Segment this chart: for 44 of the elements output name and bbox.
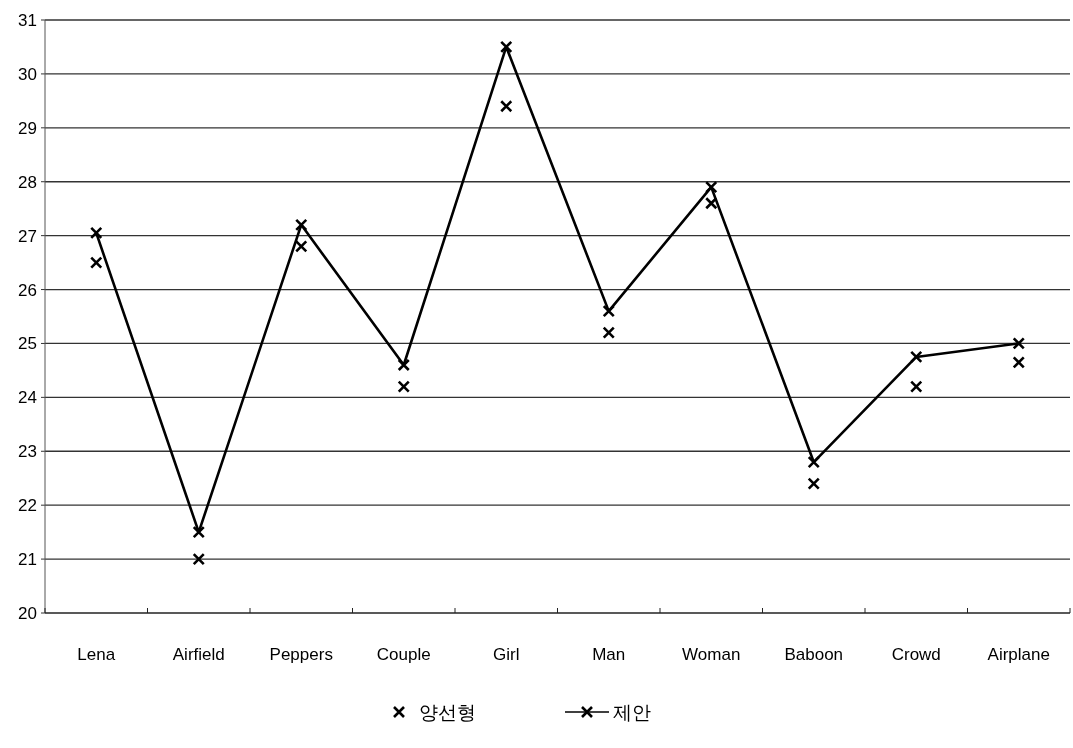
y-tick-label: 25 <box>18 334 37 354</box>
point <box>1012 337 1026 350</box>
legend-label: 제안 <box>613 702 651 723</box>
point <box>397 380 411 393</box>
x-tick-label: Man <box>592 645 626 664</box>
point <box>807 477 821 490</box>
point <box>909 380 923 393</box>
y-tick-label: 31 <box>18 11 37 30</box>
y-tick-label: 21 <box>18 550 37 570</box>
x-tick-label: Airfield <box>172 645 225 664</box>
point <box>602 326 616 339</box>
point <box>89 256 103 269</box>
y-tick-label: 20 <box>18 604 37 623</box>
x-tick-label: Couple <box>376 645 431 664</box>
x-tick-label: Girl <box>493 645 520 664</box>
y-tick-label: 22 <box>18 496 37 516</box>
legend-label: 양선형 <box>419 702 476 723</box>
x-tick-label: Peppers <box>269 645 333 664</box>
point <box>807 455 821 469</box>
x-tick-label: Woman <box>682 645 741 664</box>
point <box>704 196 718 210</box>
point <box>294 240 308 253</box>
x-tick-label: Airplane <box>987 645 1050 664</box>
y-tick-label: 30 <box>18 64 37 84</box>
y-tick-label: 28 <box>18 172 37 192</box>
point <box>909 350 923 364</box>
point <box>397 358 411 372</box>
point <box>1012 356 1026 369</box>
y-tick-label: 27 <box>18 226 37 246</box>
point <box>192 525 206 539</box>
point <box>89 226 103 240</box>
y-tick-label: 23 <box>18 442 37 462</box>
point <box>704 180 718 194</box>
y-tick-label: 29 <box>18 118 37 138</box>
point <box>499 40 513 54</box>
y-tick-label: 24 <box>18 388 37 408</box>
point <box>192 552 206 566</box>
x-tick-label: Lena <box>77 645 116 664</box>
point <box>499 99 513 113</box>
x-tick-label: Crowd <box>891 645 941 664</box>
point <box>602 304 616 318</box>
point <box>294 218 308 232</box>
x-tick-label: Baboon <box>784 645 844 664</box>
y-tick-label: 26 <box>18 280 37 300</box>
